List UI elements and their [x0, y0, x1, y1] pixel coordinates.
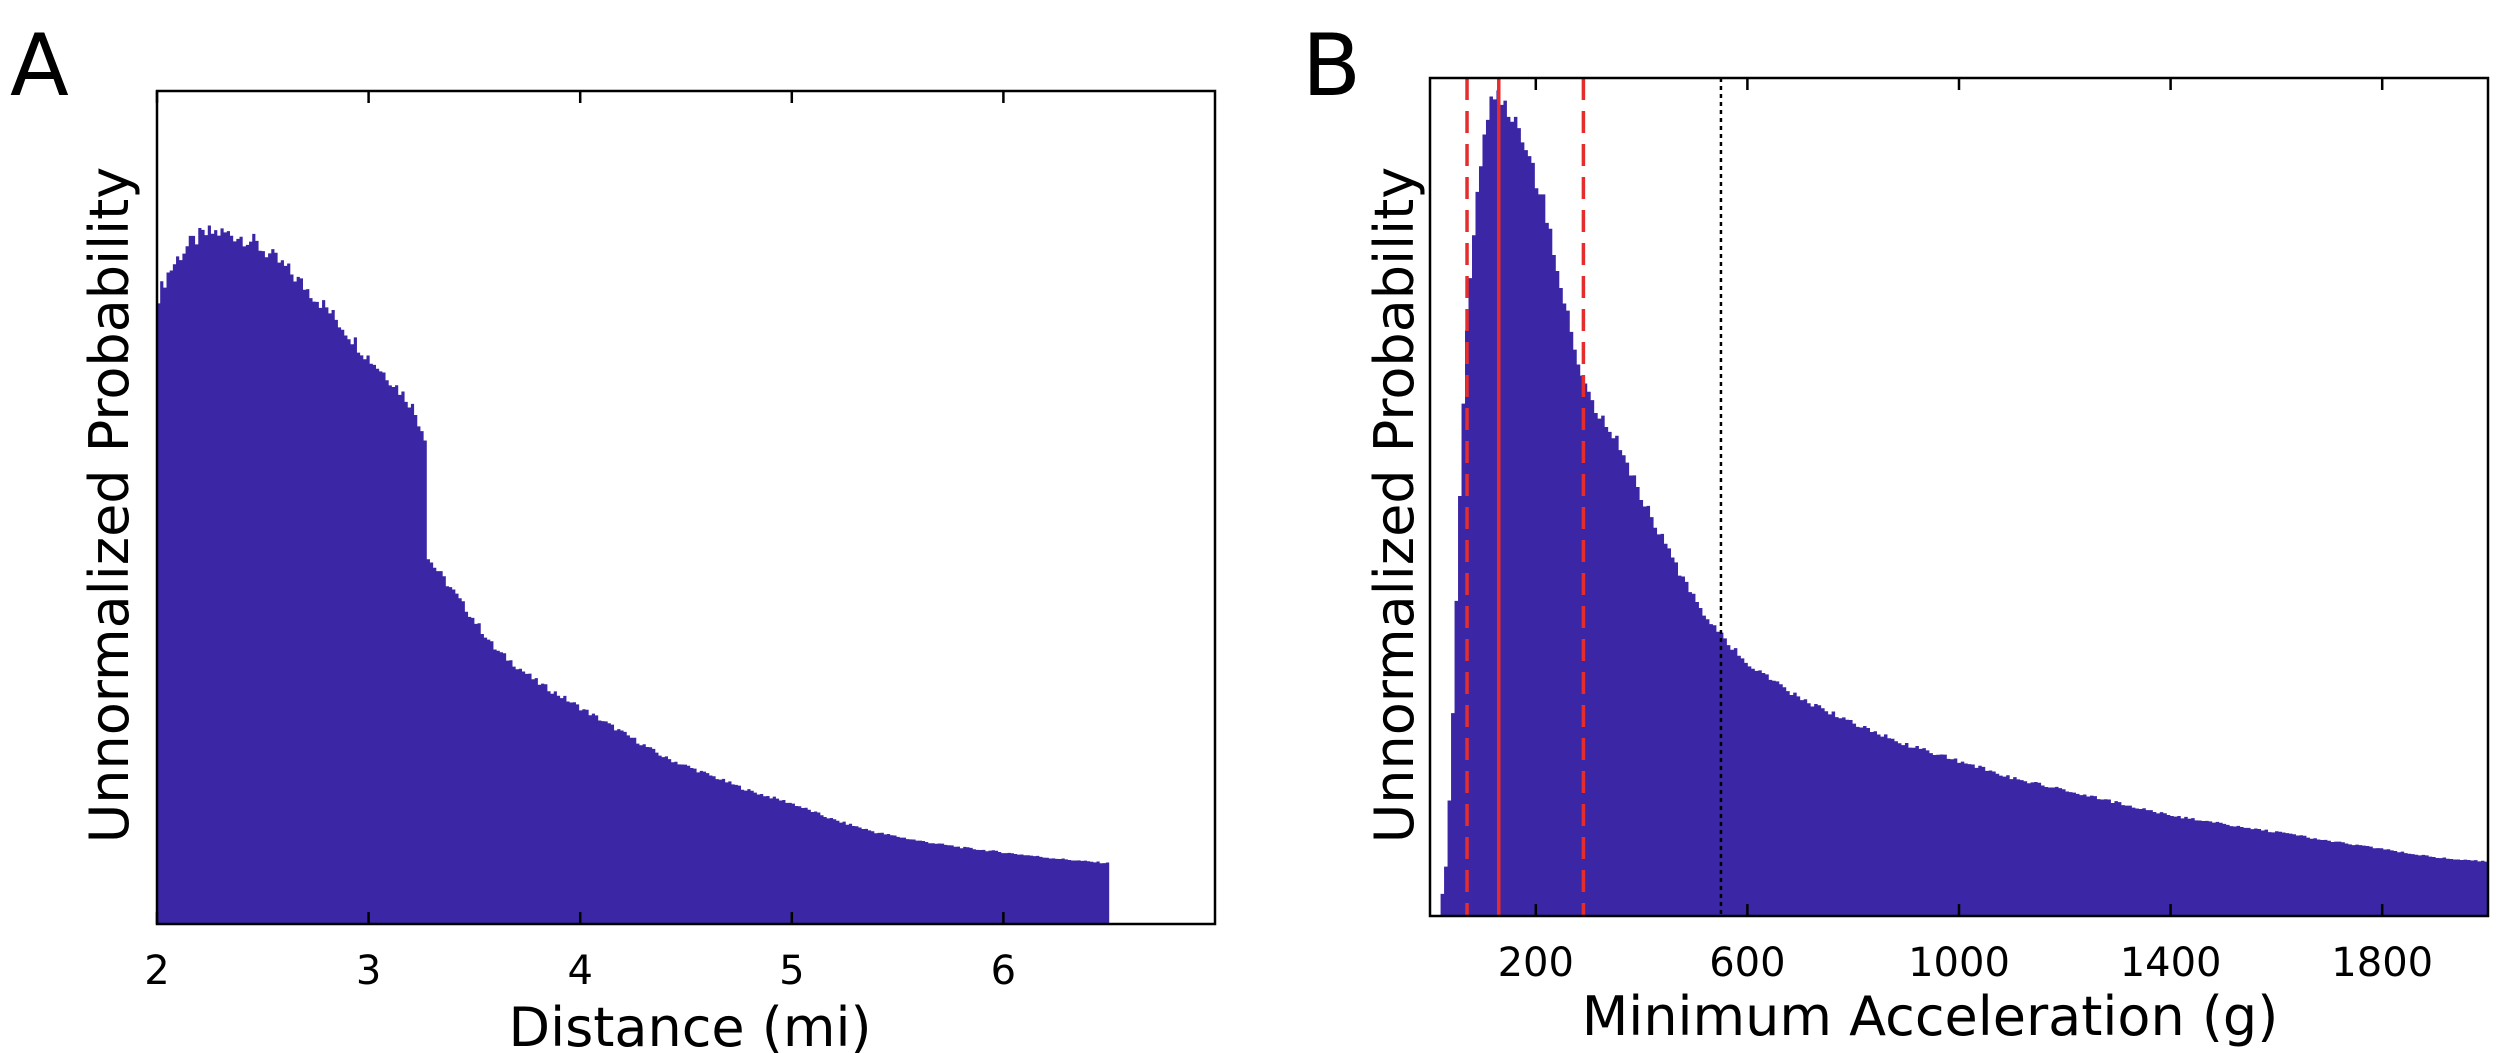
x-tick-label: 200	[1498, 940, 1574, 986]
panel-b-x-axis-label: Minimum Acceleration (g)	[1582, 985, 2279, 1048]
panel-a-letter: A	[10, 16, 69, 116]
panel-a: A Unnormalized Probability Distance (mi)…	[10, 16, 1217, 1053]
x-tick-label: 1400	[2120, 940, 2222, 986]
x-tick-label: 2	[144, 948, 169, 994]
x-tick-label: 1000	[1908, 940, 2010, 986]
x-tick-label: 3	[356, 948, 381, 994]
panel-b-letter: B	[1302, 16, 1361, 116]
panel-b: B Unnormalized Probability Minimum Accel…	[1302, 16, 2490, 1048]
x-tick-label: 6	[991, 948, 1016, 994]
histogram-bars-b	[1440, 90, 2488, 917]
panel-a-x-axis-label: Distance (mi)	[508, 996, 871, 1053]
axes-frame-a	[155, 89, 1217, 926]
panel-b-plot-area: 200 600 1000 1400 1800	[1428, 76, 2490, 986]
x-tick-label: 600	[1709, 940, 1785, 986]
histogram-bars-a	[157, 225, 1110, 924]
panel-a-y-axis-label: Unnormalized Probability	[78, 167, 141, 843]
x-tick-label: 5	[779, 948, 804, 994]
panel-b-y-axis-label: Unnormalized Probability	[1363, 167, 1426, 843]
x-tick-label: 4	[567, 948, 592, 994]
x-tick-label: 1800	[2331, 940, 2433, 986]
panel-a-plot-area: 2 3 4 5 6	[144, 89, 1217, 994]
